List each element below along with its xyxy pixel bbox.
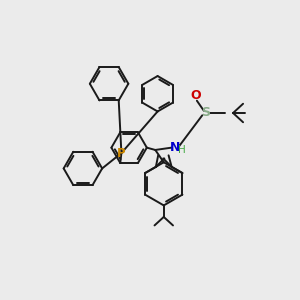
Text: P: P	[117, 146, 126, 160]
Text: N: N	[170, 141, 181, 154]
Text: H: H	[178, 145, 185, 155]
Text: O: O	[190, 89, 201, 102]
Text: S: S	[202, 106, 211, 119]
